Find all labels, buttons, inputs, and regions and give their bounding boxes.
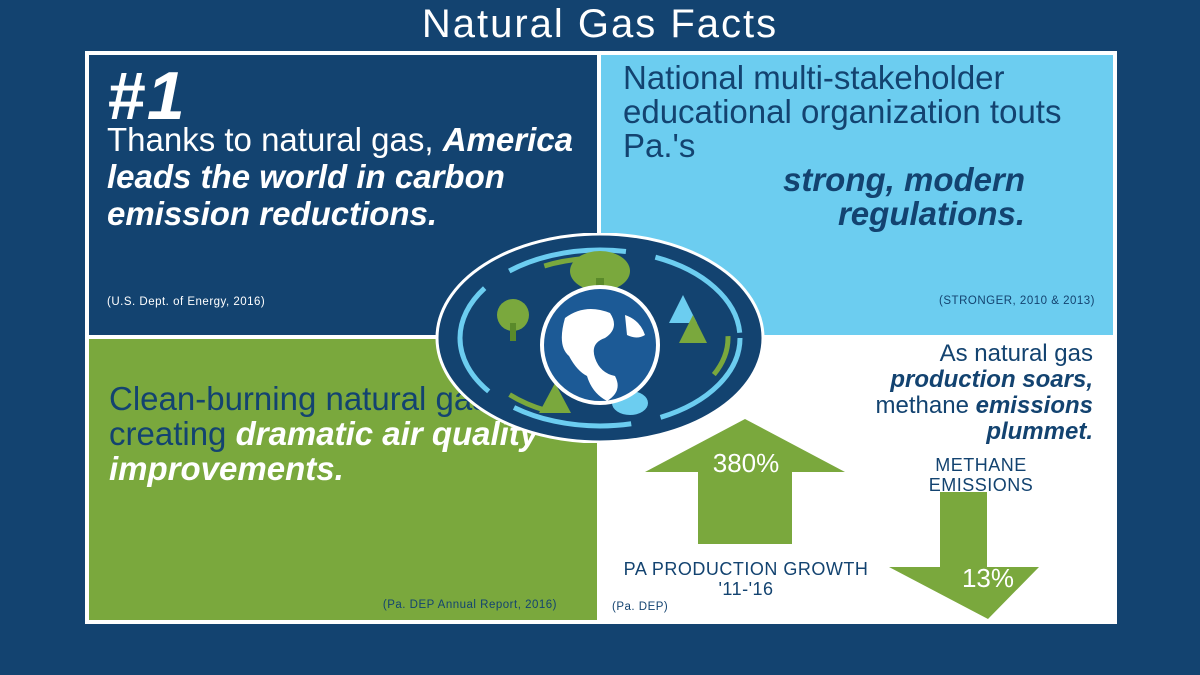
carbon-reductions-text: Thanks to natural gas, America leads the…: [107, 121, 577, 232]
tree-left-icon: [497, 299, 529, 341]
air-quality-text-plain: Clean-burning natural gas creating: [109, 380, 489, 452]
methane-line2: production soars,: [890, 366, 1093, 393]
methane-line4: plummet.: [986, 418, 1093, 445]
production-value: 380%: [712, 448, 780, 478]
air-quality-text-bold: dramatic air quality improvements.: [109, 415, 539, 487]
rank-number: #1: [107, 58, 187, 134]
tree-right-icon: [669, 295, 707, 343]
regulations-text-plain: National multi-stakeholder educational o…: [623, 59, 1062, 164]
methane-line3-plain: methane: [875, 392, 969, 419]
tree-bottom-left-icon: [539, 383, 571, 413]
up-arrow-icon: [645, 419, 845, 544]
methane-line3-bold: emissions: [975, 392, 1093, 419]
regulations-text: National multi-stakeholder educational o…: [623, 61, 1083, 231]
regulations-citation: (STRONGER, 2010 & 2013): [939, 295, 1095, 307]
methane-line1: As natural gas: [939, 340, 1093, 367]
globe-with-trees-icon: [435, 233, 765, 443]
panel-carbon-reductions: #1 Thanks to natural gas, America leads …: [89, 55, 597, 335]
panel-regulations: National multi-stakeholder educational o…: [601, 55, 1113, 335]
carbon-text-bold: America leads the world in carbon emissi…: [107, 121, 573, 232]
growth-arrows: [645, 419, 1039, 619]
regulations-text-bold: strong, modern regulations.: [782, 161, 1025, 232]
down-arrow-icon: [889, 492, 1039, 619]
methane-headline: As natural gas production soars, methane…: [713, 341, 1093, 445]
air-quality-citation: (Pa. DEP Annual Report, 2016): [382, 599, 557, 611]
production-label: PA PRODUCTION GROWTH '11-'16: [623, 559, 869, 599]
methane-value: 13%: [961, 563, 1015, 593]
methane-line3: methane emissions: [713, 393, 1093, 419]
carbon-text-plain: Thanks to natural gas,: [107, 121, 434, 158]
carbon-citation: (U.S. Dept. of Energy, 2016): [107, 296, 266, 308]
methane-citation: (Pa. DEP): [612, 601, 669, 613]
air-quality-text: Clean-burning natural gas creating drama…: [109, 381, 579, 486]
methane-label: METHANE EMISSIONS: [928, 455, 1034, 495]
page-title: Natural Gas Facts: [421, 2, 779, 46]
